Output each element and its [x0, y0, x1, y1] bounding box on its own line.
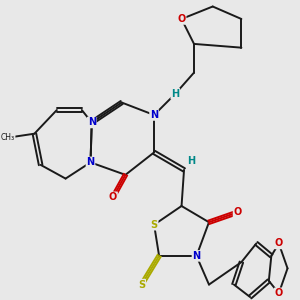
- Text: N: N: [86, 158, 94, 167]
- Text: O: O: [177, 14, 186, 24]
- Text: H: H: [171, 89, 179, 99]
- Text: S: S: [138, 280, 145, 290]
- Text: H: H: [188, 156, 196, 166]
- Text: N: N: [192, 251, 201, 261]
- Text: CH₃: CH₃: [1, 133, 15, 142]
- Text: O: O: [109, 192, 117, 202]
- Text: N: N: [150, 110, 158, 120]
- Text: O: O: [275, 288, 283, 298]
- Text: O: O: [233, 207, 242, 217]
- Text: O: O: [275, 238, 283, 248]
- Text: N: N: [88, 118, 96, 128]
- Text: S: S: [151, 220, 158, 230]
